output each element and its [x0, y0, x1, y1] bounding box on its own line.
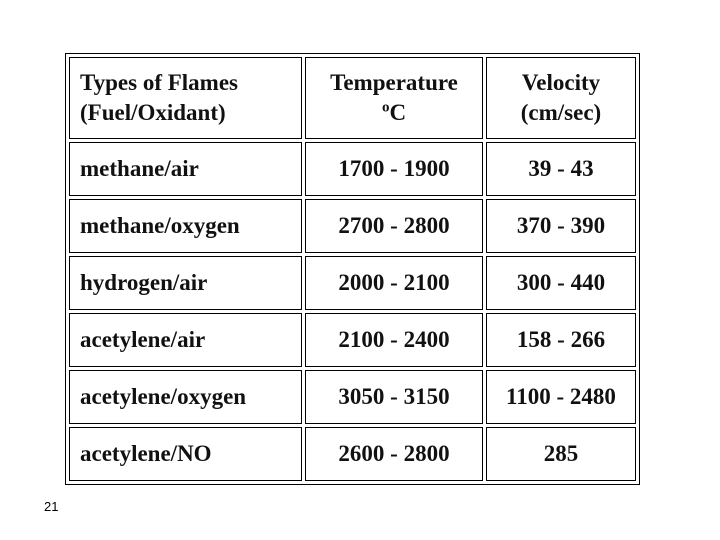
- table-cell: methane/oxygen: [69, 199, 302, 253]
- page-number: 21: [44, 499, 59, 514]
- header-text: C: [389, 100, 407, 125]
- table-cell: hydrogen/air: [69, 256, 302, 310]
- header-row: Types of Flames (Fuel/Oxidant) Temperatur…: [69, 57, 636, 139]
- table-row: acetylene/NO 2600 - 2800 285: [69, 427, 636, 481]
- table-cell: acetylene/NO: [69, 427, 302, 481]
- table-cell: 2100 - 2400: [305, 313, 483, 367]
- table-cell: 2600 - 2800: [305, 427, 483, 481]
- table-row: acetylene/air 2100 - 2400 158 - 266: [69, 313, 636, 367]
- table-cell: 2700 - 2800: [305, 199, 483, 253]
- header-sup: o: [381, 99, 390, 116]
- table-cell: 285: [486, 427, 636, 481]
- table-cell: 370 - 390: [486, 199, 636, 253]
- header-text: (Fuel/Oxidant): [80, 100, 226, 125]
- header-cell: Temperature oC: [305, 57, 483, 139]
- header-text: Types of Flames: [80, 70, 239, 95]
- table-cell: 300 - 440: [486, 256, 636, 310]
- header-text: Velocity: [521, 70, 601, 95]
- table-row: methane/oxygen 2700 - 2800 370 - 390: [69, 199, 636, 253]
- flame-table: Types of Flames (Fuel/Oxidant) Temperatur…: [65, 53, 640, 485]
- table-row: acetylene/oxygen 3050 - 3150 1100 - 2480: [69, 370, 636, 424]
- header-cell: Types of Flames (Fuel/Oxidant): [69, 57, 302, 139]
- table-cell: 1700 - 1900: [305, 142, 483, 196]
- table-cell: acetylene/air: [69, 313, 302, 367]
- table-cell: 3050 - 3150: [305, 370, 483, 424]
- header-cell: Velocity (cm/sec): [486, 57, 636, 139]
- table-row: methane/air 1700 - 1900 39 - 43: [69, 142, 636, 196]
- table-cell: 158 - 266: [486, 313, 636, 367]
- table-row: hydrogen/air 2000 - 2100 300 - 440: [69, 256, 636, 310]
- table-cell: 2000 - 2100: [305, 256, 483, 310]
- table-cell: methane/air: [69, 142, 302, 196]
- header-text: Temperature: [330, 70, 458, 95]
- table-cell: 1100 - 2480: [486, 370, 636, 424]
- table-cell: 39 - 43: [486, 142, 636, 196]
- header-text: (cm/sec): [520, 100, 602, 125]
- table-cell: acetylene/oxygen: [69, 370, 302, 424]
